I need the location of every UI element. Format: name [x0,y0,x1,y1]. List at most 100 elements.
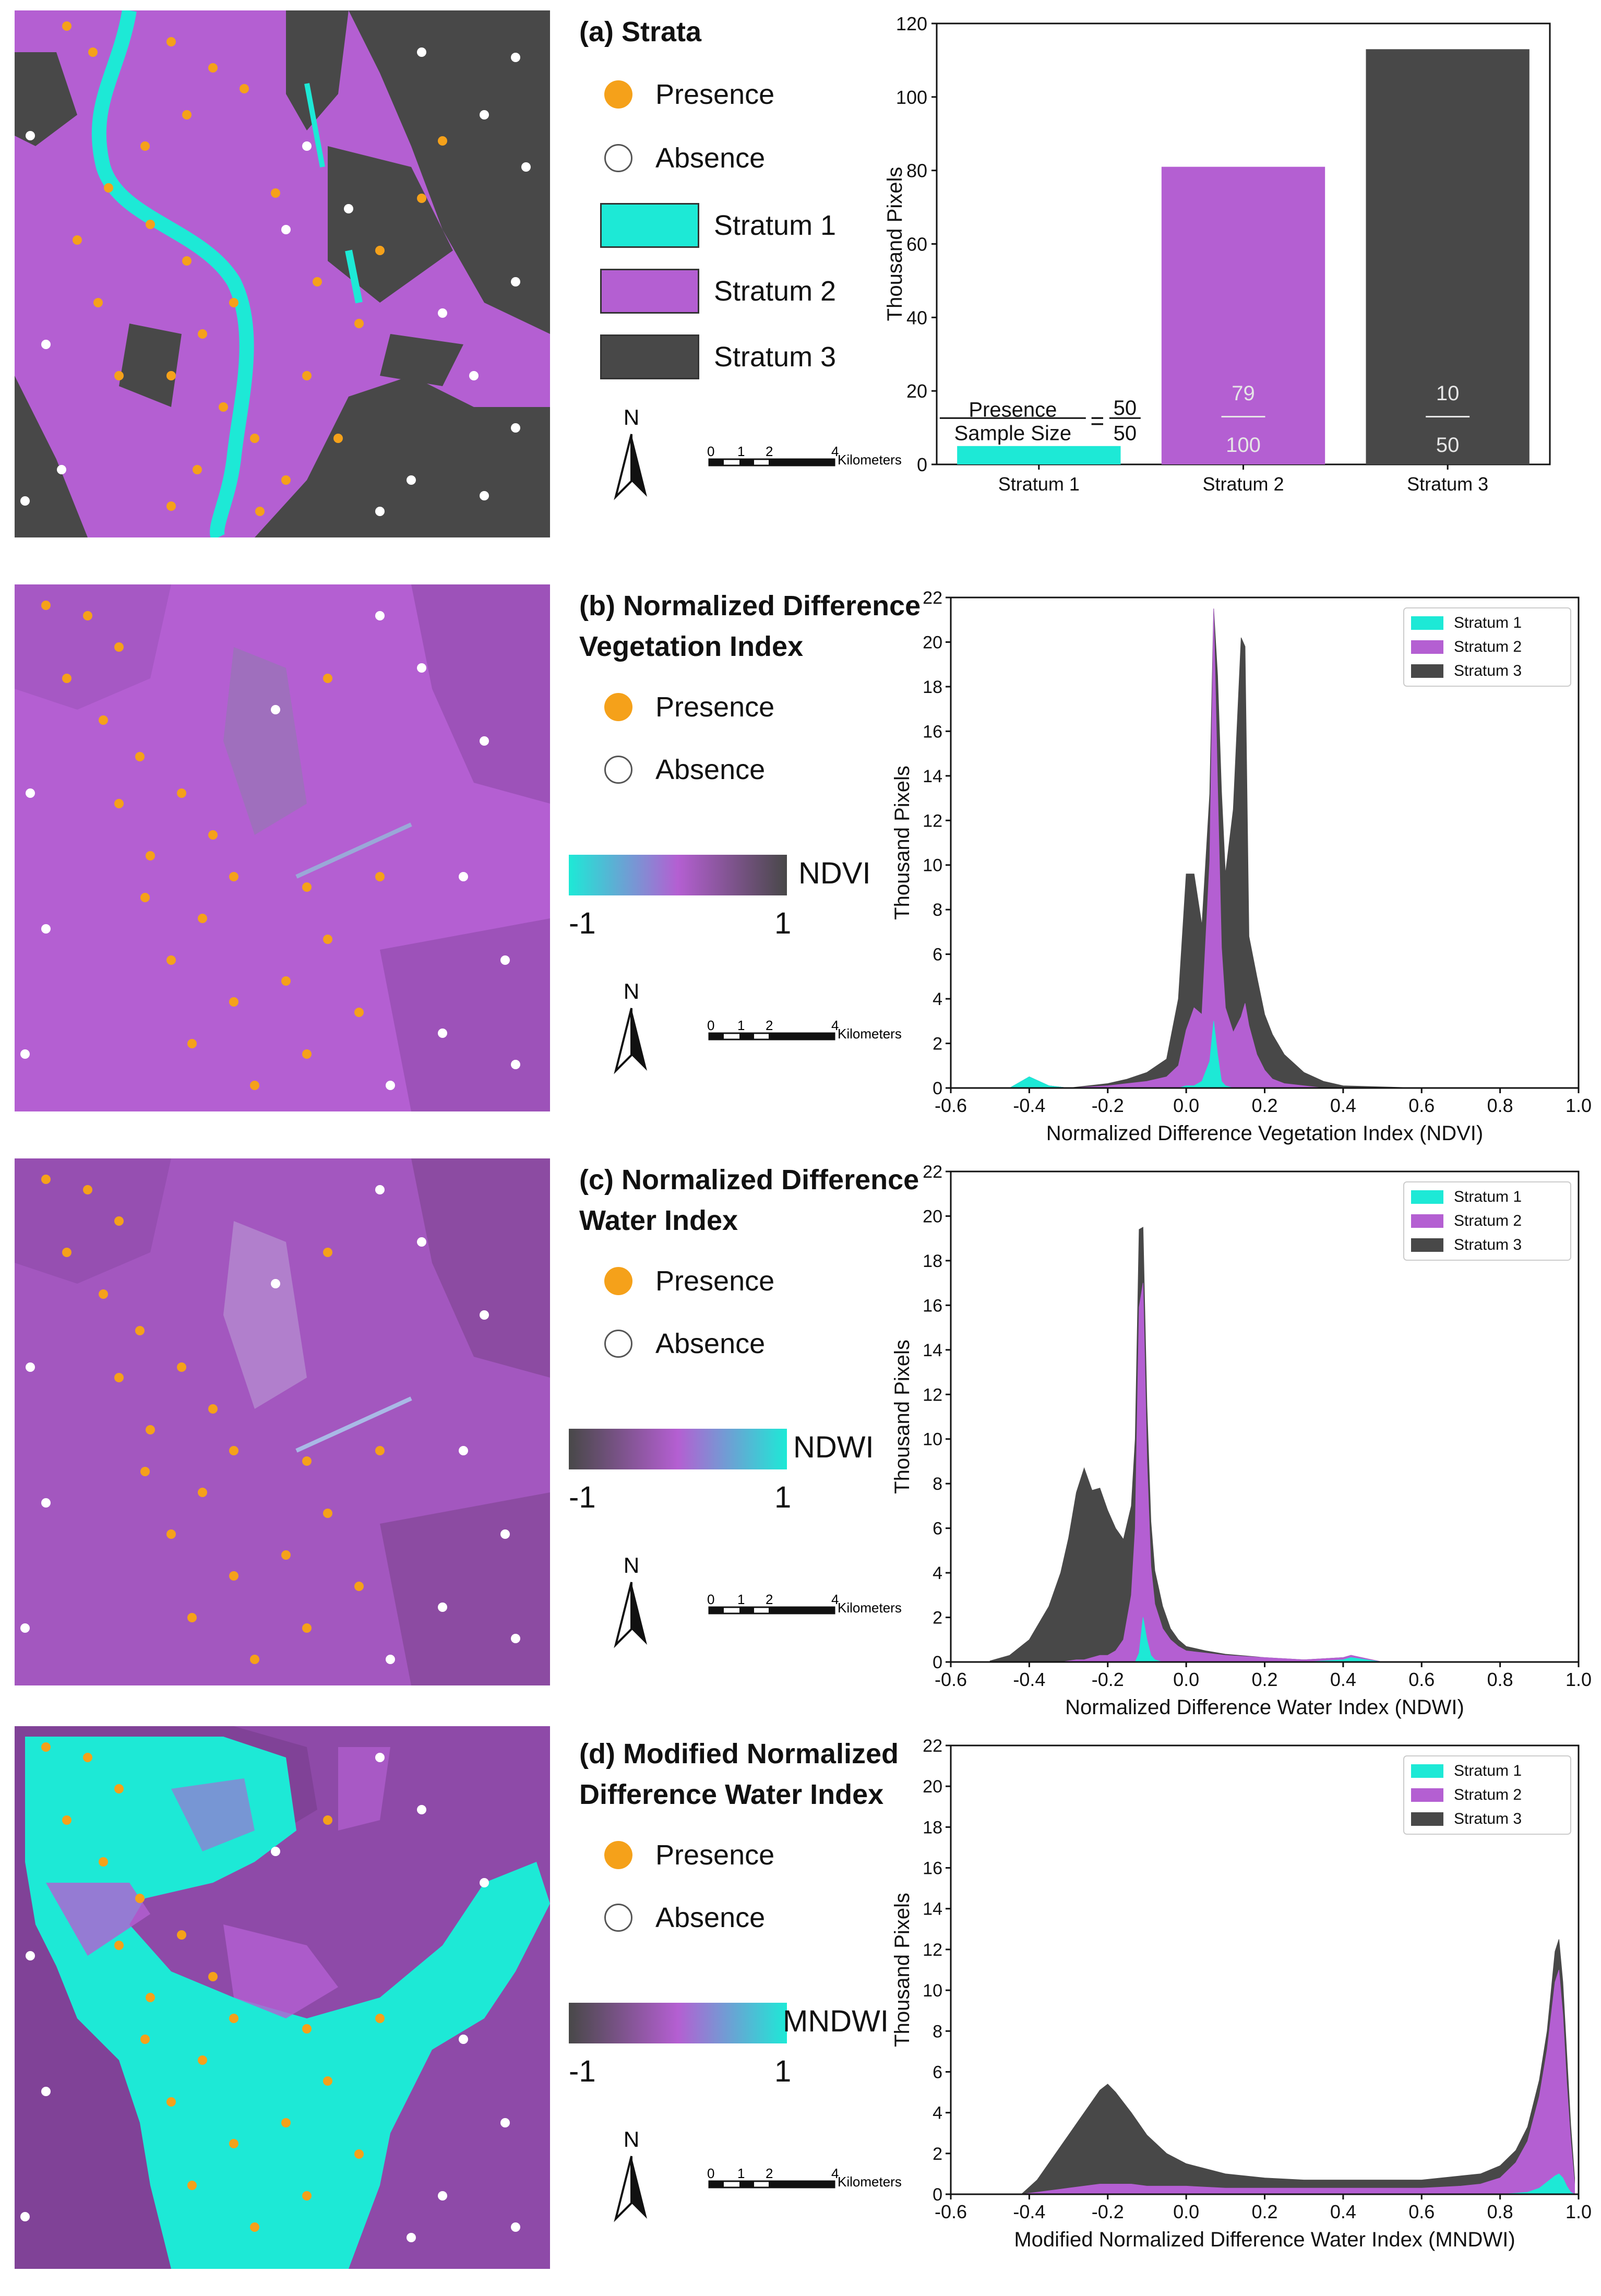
x-tick-label: 0.4 [1330,1669,1356,1690]
stratum-3-swatch [600,334,699,379]
panel-title: (b) Normalized Difference Vegetation Ind… [579,590,921,662]
y-tick-label: 10 [923,1981,942,2001]
x-tick-label: 1.0 [1566,1095,1592,1116]
scale-bar: 0 1 2 4 Kilometers [702,2166,942,2202]
presence-dot-icon [604,693,632,721]
panel-d: (d) Modified Normalized Difference Water… [0,1722,1601,2284]
legend-absence: Absence [604,140,765,176]
ndvi-absence-points [20,611,520,1090]
svg-text:N: N [624,979,639,1003]
ndwi-map [15,1158,550,1685]
presence-dot-icon [604,1841,632,1869]
y-tick-label: 16 [923,1296,942,1316]
svg-text:1: 1 [737,2166,745,2181]
svg-text:0: 0 [707,444,714,459]
chart-mndwi-histogram: -0.6 -0.4 -0.2 0.0 0.2 0.4 0.6 0.8 1.0 0 2 4 6 8 10 12 1… [882,1722,1601,2296]
absence-dot-icon [604,756,632,784]
legend-swatch-stratum-2 [1411,640,1443,654]
legend-stratum-3: Stratum 3 [600,331,836,383]
mndwi-absence-points [20,1753,520,2242]
y-tick-label: 8 [933,2022,942,2041]
bar-stratum-3 [1366,49,1530,464]
chart-ndwi-histogram: -0.6 -0.4 -0.2 0.0 0.2 0.4 0.6 0.8 1.0 0 2 4 6 8 10 12 1… [882,1148,1601,1722]
mndwi-map [15,1726,550,2269]
x-tick-label: -0.4 [1013,2201,1045,2222]
y-tick-label: 12 [923,1940,942,1960]
x-tick-label: 1.0 [1566,1669,1592,1690]
svg-text:2: 2 [766,1018,773,1033]
svg-text:1: 1 [737,444,745,459]
x-tick-label: -0.2 [1092,2201,1124,2222]
y-tick-label: 80 [906,160,927,182]
svg-text:Kilometers: Kilometers [838,452,902,468]
legend-label: Stratum 3 [1454,662,1522,679]
legend-swatch-stratum-1 [1411,1190,1443,1204]
x-axis-label: Normalized Difference Water Index (NDWI) [1065,1696,1464,1719]
legend-label: Stratum 3 [1454,1810,1522,1827]
y-tick-label: 18 [923,1817,942,1837]
y-tick-label: 10 [923,1430,942,1450]
north-arrow-icon: N [611,977,652,1081]
y-tick-label: 0 [933,2185,942,2205]
svg-text:2: 2 [766,2166,773,2181]
y-tick-label: 10 [923,856,942,876]
y-tick-label: 14 [923,1899,942,1919]
north-label: N [624,405,639,429]
y-tick-label: 4 [933,2103,942,2123]
north-arrow-icon: N [611,2125,652,2229]
y-tick-label: 2 [933,1034,942,1054]
svg-text:2: 2 [766,444,773,459]
legend-box [1403,1181,1571,1261]
ndwi-colorbar [569,1429,787,1469]
y-tick-label: 12 [923,1385,942,1405]
presence-dot-icon [604,80,632,109]
panel-title: (a) Strata [579,16,702,47]
legend-label: Stratum 1 [1454,1188,1522,1205]
colorbar-min: -1 [569,1480,596,1514]
annotation-sample-size: Sample Size [954,422,1072,445]
chart-ndvi-histogram: -0.6 -0.4 -0.2 0.0 0.2 0.4 0.6 0.8 1.0 0 2 4 6 8 10 12 1… [882,574,1601,1148]
annotation-fraction-numerator: 50 [1114,397,1137,420]
x-tick-label: -0.2 [1092,1095,1124,1116]
x-tick-label: Stratum 2 [1202,473,1284,495]
svg-text:Kilometers: Kilometers [838,1600,902,1616]
svg-text:4: 4 [831,1592,839,1607]
y-tick-label: 2 [933,1608,942,1628]
legend-swatch-stratum-2 [1411,1214,1443,1228]
x-tick-label: 0.0 [1173,1095,1199,1116]
legend-swatch-stratum-3 [1411,664,1443,678]
legend-absence: Absence [604,1325,765,1362]
colorbar-min: -1 [569,906,596,940]
legend-presence: Presence [604,76,774,113]
svg-text:1: 1 [737,1592,745,1607]
y-tick-label: 14 [923,1341,942,1360]
fraction-numerator: 79 [1232,382,1255,405]
absence-dot-icon [604,1330,632,1358]
x-tick-label: 0.2 [1251,1669,1277,1690]
legend-label: Stratum 2 [1454,1212,1522,1229]
y-axis-label: Thousand Pixels [883,167,906,321]
legend-label: Stratum 1 [1454,1762,1522,1779]
colorbar-max: 1 [774,2054,792,2088]
mndwi-map-graphic [15,1726,550,2269]
x-tick-label: 0.2 [1251,2201,1277,2222]
annotation-fraction-denominator: 50 [1114,422,1137,445]
legend-presence: Presence [604,689,774,725]
y-tick-label: 60 [906,234,927,255]
legend-swatch-stratum-2 [1411,1788,1443,1802]
x-tick-label: 1.0 [1566,2201,1592,2222]
legend-stratum-1: Stratum 1 [600,199,836,252]
absence-dot-icon [604,144,632,172]
presence-points [62,21,447,516]
x-axis-label: Normalized Difference Vegetation Index (… [1046,1122,1483,1145]
fraction-denominator: 50 [1436,434,1460,457]
y-tick-label: 16 [923,1859,942,1879]
y-tick-label: 8 [933,1474,942,1494]
legend-c: (c) Normalized Difference Water Index Pr… [569,1148,924,1701]
svg-text:0: 0 [707,1018,714,1033]
y-tick-label: 0 [933,1653,942,1672]
x-tick-label: 0.4 [1330,1095,1356,1116]
x-tick-label: Stratum 3 [1407,473,1488,495]
x-tick-label: 0.4 [1330,2201,1356,2222]
bar-stratum-2 [1161,166,1325,464]
